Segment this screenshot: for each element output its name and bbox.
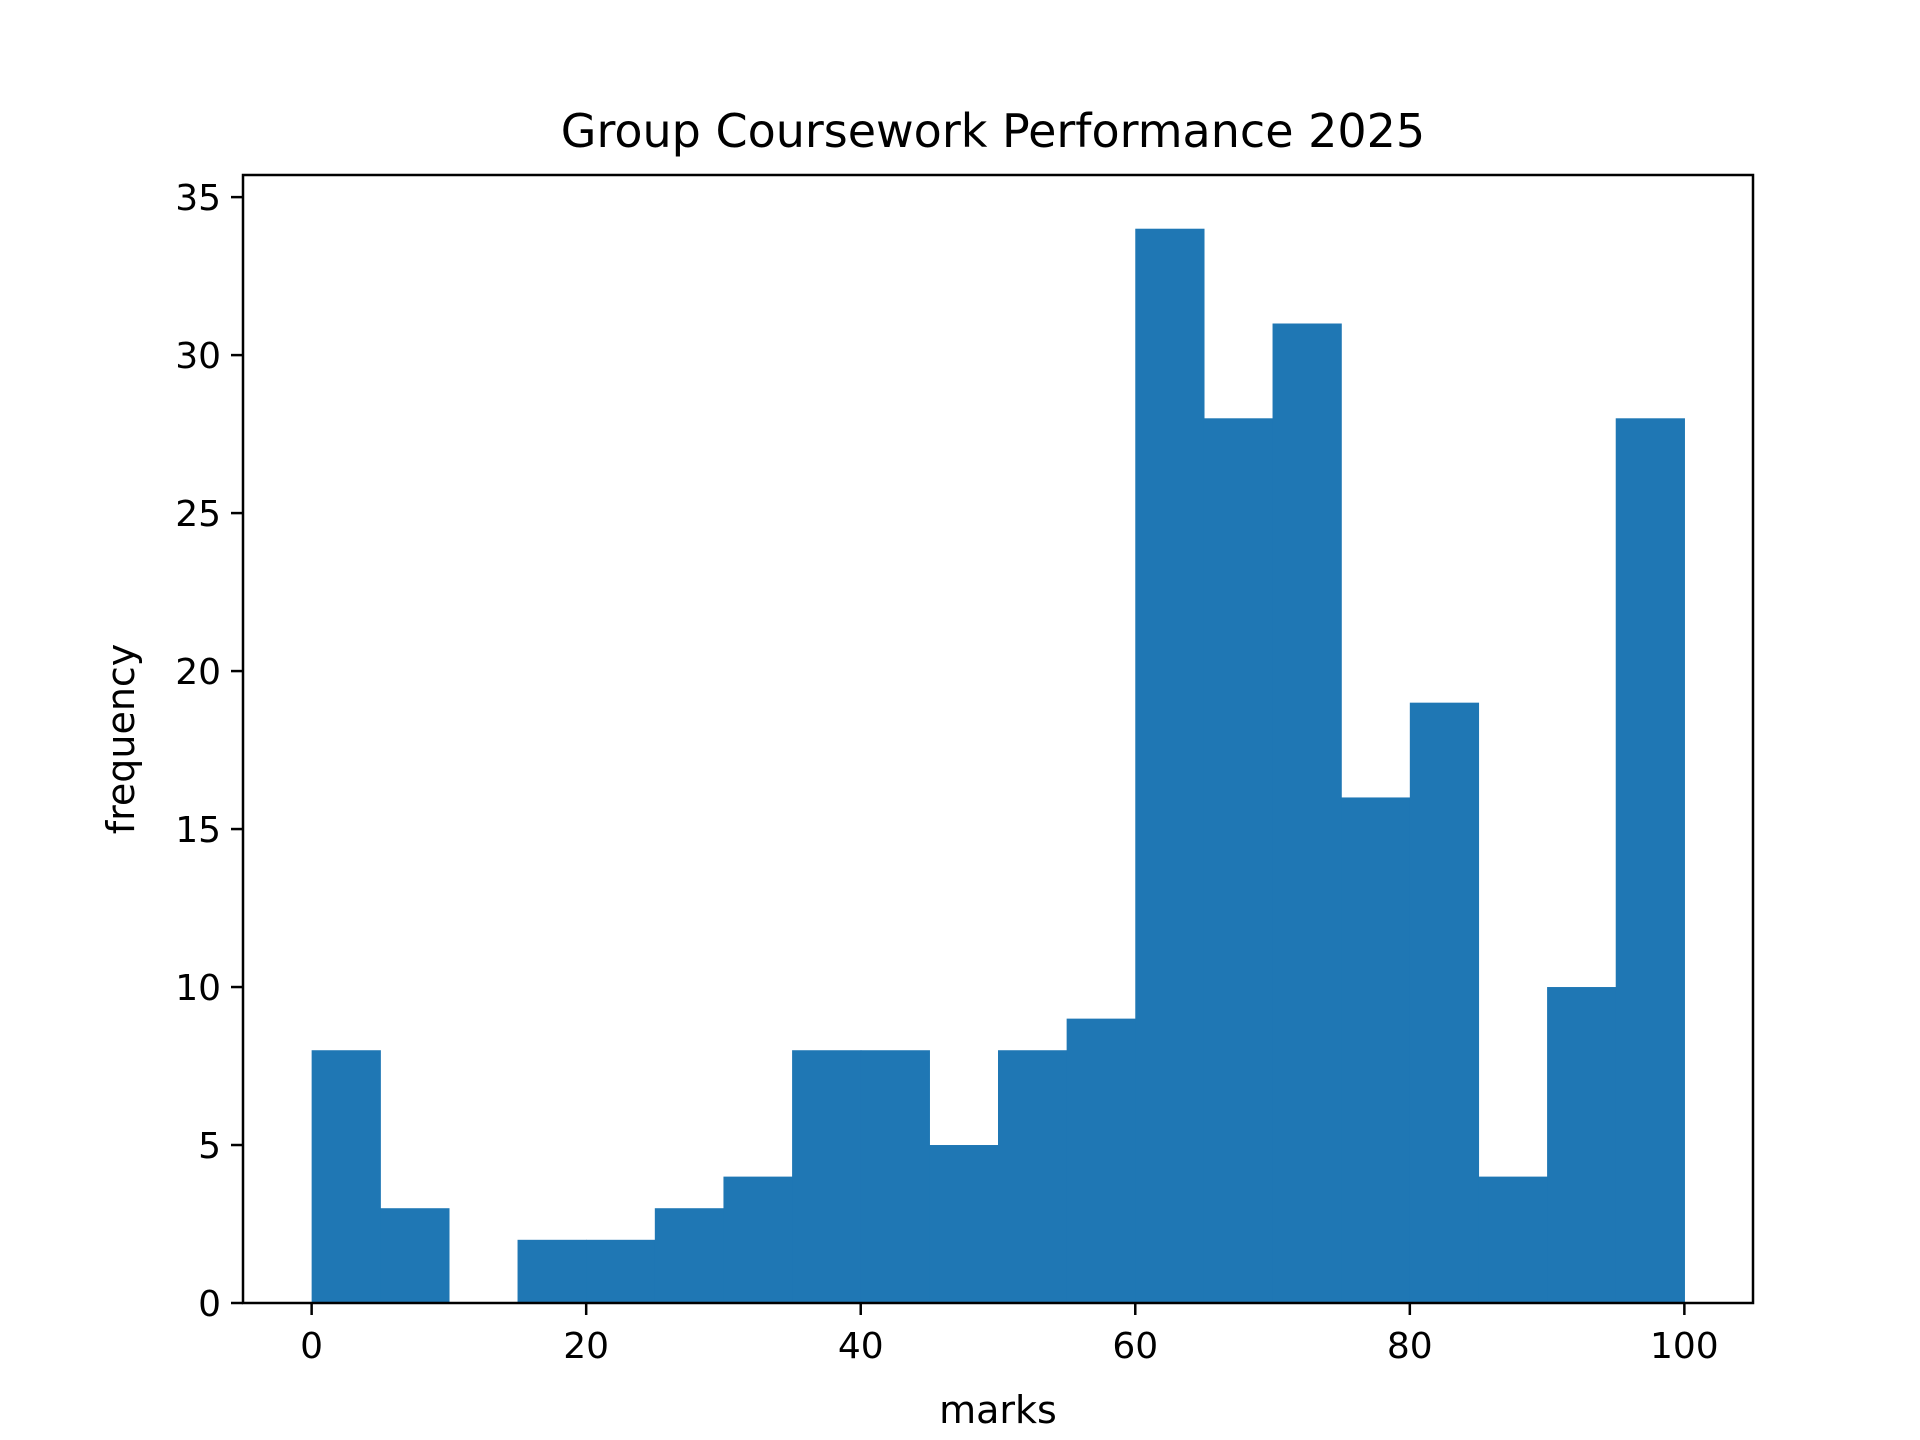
histogram-bar — [929, 1145, 999, 1303]
plot-frame — [241, 173, 1755, 1305]
histogram-bar — [1547, 987, 1617, 1303]
x-tick-label: 0 — [300, 1326, 323, 1367]
histogram-bar — [1135, 228, 1205, 1304]
histogram-bar — [1409, 702, 1480, 1303]
histogram-bar — [860, 1050, 930, 1303]
histogram-bar — [1066, 1018, 1136, 1303]
x-tick-label: 20 — [563, 1326, 609, 1367]
histogram-bar — [1341, 797, 1411, 1303]
y-tick-label: 15 — [175, 810, 221, 851]
y-tick-label: 25 — [175, 494, 221, 535]
histogram-bar — [1272, 323, 1342, 1303]
x-axis-label: marks — [939, 1388, 1057, 1432]
y-tick-label: 35 — [175, 178, 221, 219]
histogram-bar — [311, 1050, 381, 1303]
histogram-bar — [1478, 1176, 1548, 1303]
x-tick-label: 80 — [1387, 1326, 1433, 1367]
histogram-bar — [1203, 418, 1274, 1303]
y-tick-label: 20 — [175, 652, 221, 693]
histogram-bar — [586, 1239, 656, 1303]
histogram-bar — [792, 1050, 862, 1303]
y-axis-ticks: 0 5 10 15 20 25 30 35 — [175, 178, 243, 1325]
x-tick-label: 40 — [838, 1326, 884, 1367]
histogram-bar — [654, 1208, 725, 1303]
histogram-bar — [723, 1176, 793, 1303]
x-tick-label: 100 — [1650, 1326, 1719, 1367]
histogram-bar — [517, 1239, 587, 1303]
x-tick-label: 60 — [1112, 1326, 1158, 1367]
y-axis-label: frequency — [99, 644, 143, 835]
histogram-bar — [380, 1208, 450, 1303]
y-tick-label: 10 — [175, 968, 221, 1009]
bars-group — [311, 228, 1685, 1304]
histogram-bar — [1615, 418, 1685, 1303]
y-tick-label: 30 — [175, 336, 221, 377]
y-tick-label: 5 — [198, 1126, 221, 1167]
x-axis-ticks: 0 20 40 60 80 100 — [300, 1303, 1719, 1367]
y-tick-label: 0 — [198, 1284, 221, 1325]
chart-title: Group Coursework Performance 2025 — [561, 104, 1425, 158]
histogram-bar — [998, 1050, 1068, 1303]
